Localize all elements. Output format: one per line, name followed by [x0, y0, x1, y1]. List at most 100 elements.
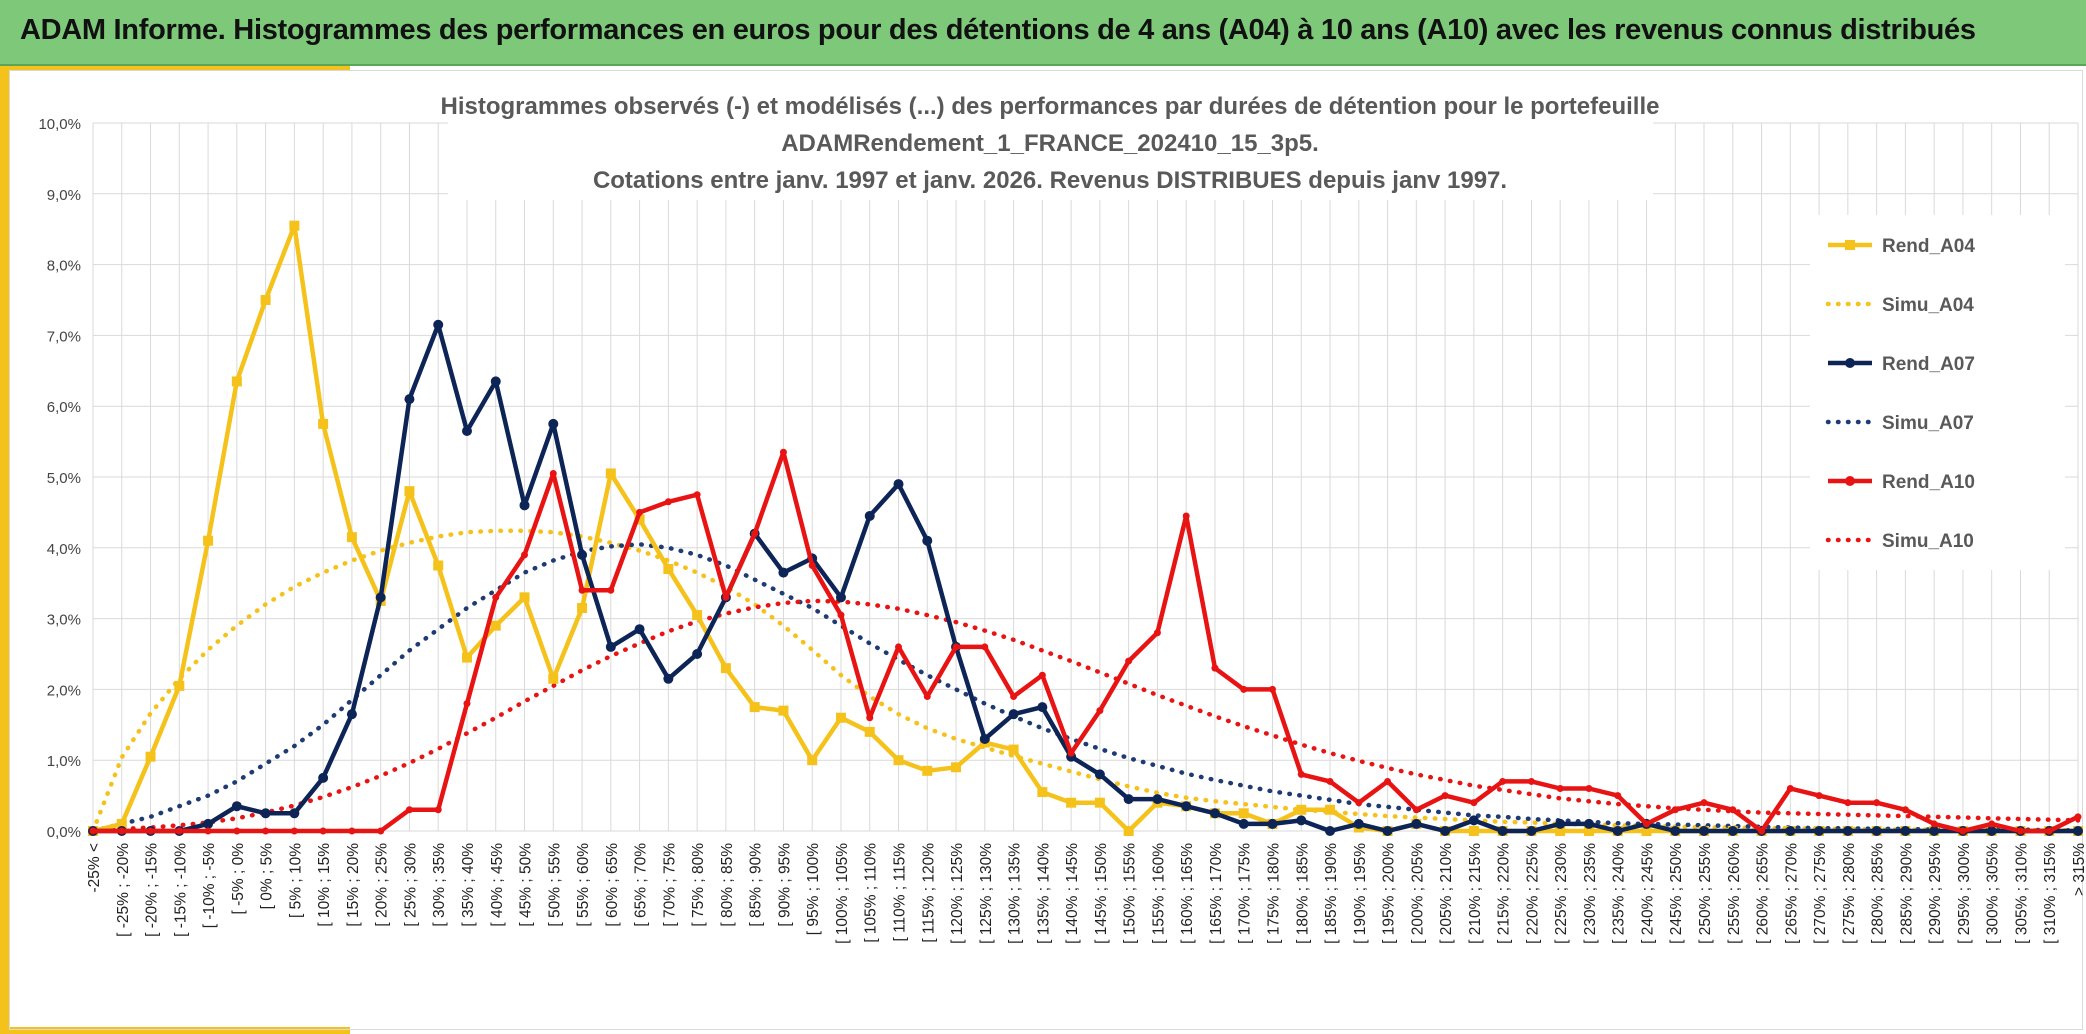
data-point [1468, 826, 1479, 836]
data-point [1758, 827, 1766, 835]
data-point [1094, 797, 1105, 808]
x-tick-label: [ 165% ; 170% [1208, 843, 1225, 944]
data-point [375, 592, 386, 603]
data-point [1556, 785, 1564, 793]
x-tick-label: [ 195% ; 200% [1381, 843, 1398, 944]
data-point [1583, 818, 1594, 829]
data-point [1959, 827, 1967, 835]
legend-marker [1845, 476, 1855, 486]
data-point [835, 712, 846, 723]
data-point [808, 562, 816, 569]
y-tick-label: 9,0% [47, 187, 81, 204]
data-point [837, 611, 845, 619]
data-point [1296, 804, 1307, 815]
x-tick-label: [ -5% ; 0% [230, 843, 247, 915]
x-tick-label: [ 295% ; 300% [1956, 843, 1973, 944]
y-tick-label: 4,0% [47, 541, 81, 558]
data-point [175, 827, 183, 835]
data-point [922, 765, 933, 776]
x-tick-label: [ 70% ; 75% [661, 843, 678, 927]
data-point [174, 680, 185, 691]
chart-frame [9, 70, 2083, 1030]
y-tick-label: 10,0% [38, 116, 81, 133]
series-Rend_A10 [89, 448, 2082, 835]
data-point [260, 808, 271, 819]
x-tick-label: [ 55% ; 60% [575, 843, 592, 927]
data-point [1325, 804, 1336, 815]
data-point [605, 468, 616, 479]
data-point [405, 806, 413, 814]
data-point [981, 643, 989, 651]
data-point [605, 641, 616, 652]
data-point [289, 220, 300, 231]
x-tick-label: [ 115% ; 120% [920, 843, 937, 943]
legend-item-Simu_A07: Simu_A07 [1825, 413, 1974, 434]
x-tick-label: [ 100% ; 105% [834, 843, 851, 944]
x-tick-label: [ 105% ; 110% [863, 843, 880, 943]
data-point [577, 549, 588, 560]
data-point [404, 486, 415, 497]
x-tick-label: [ 285% ; 290% [1898, 843, 1915, 944]
data-point [1642, 820, 1650, 828]
x-tick-label: [ 260% ; 265% [1755, 843, 1772, 944]
x-tick-label: [ 200% ; 205% [1409, 843, 1426, 944]
data-point [1038, 671, 1046, 679]
data-point [1844, 799, 1852, 807]
y-tick-label: 1,0% [47, 753, 81, 770]
data-point [1096, 707, 1104, 715]
data-point [346, 532, 357, 543]
legend-marker [1845, 240, 1855, 250]
data-point [1297, 770, 1305, 778]
x-tick-label: [ 235% ; 240% [1611, 843, 1628, 944]
x-tick-label: -25% < [86, 843, 103, 893]
data-point [204, 827, 212, 835]
x-tick-label: [ 125% ; 130% [978, 843, 995, 944]
data-point [1901, 806, 1909, 814]
legend-item-Rend_A10: Rend_A10 [1828, 472, 1975, 493]
data-point [779, 448, 787, 456]
x-tick-label: [ 0% ; 5% [259, 843, 276, 910]
data-point [1729, 806, 1737, 814]
data-point [1296, 815, 1307, 826]
x-tick-label: [ 150% ; 155% [1122, 843, 1139, 944]
data-point [1499, 777, 1507, 785]
data-point [1153, 629, 1161, 637]
data-point [118, 827, 126, 835]
data-point [434, 806, 442, 814]
data-point [1267, 818, 1278, 829]
x-tick-label: [ 20% ; 25% [374, 843, 391, 927]
data-point [377, 827, 385, 835]
x-tick-label: [ 255% ; 260% [1726, 843, 1743, 944]
x-tick-label: [ 25% ; 30% [402, 843, 419, 927]
data-point [89, 827, 97, 835]
data-point [1211, 664, 1219, 672]
data-point [951, 762, 962, 773]
legend-label: Rend_A10 [1882, 472, 1975, 493]
data-point [1614, 792, 1622, 800]
x-tick-label: [ 270% ; 275% [1812, 843, 1829, 944]
data-point [492, 593, 500, 601]
data-point [749, 702, 760, 713]
x-tick-label: [ 225% ; 230% [1553, 843, 1570, 944]
data-point [1929, 826, 1940, 836]
data-point [1123, 794, 1134, 805]
legend-background [1810, 215, 2065, 570]
data-point [461, 652, 472, 663]
x-tick-label: [ 90% ; 95% [776, 843, 793, 927]
legend-label: Simu_A10 [1882, 531, 1974, 552]
data-point [521, 551, 529, 559]
data-point [203, 818, 214, 829]
data-point [720, 663, 731, 674]
data-point [1125, 657, 1133, 665]
chart-title-line: Histogrammes observés (-) et modélisés (… [441, 93, 1660, 120]
x-tick-label: [ 205% ; 210% [1438, 843, 1455, 944]
data-point [979, 733, 990, 744]
series-Simu_A04 [90, 528, 2081, 834]
data-point [519, 592, 530, 603]
data-point [1612, 826, 1623, 836]
x-tick-label: [ 140% ; 145% [1064, 843, 1081, 944]
y-tick-label: 5,0% [47, 470, 81, 487]
data-point [318, 772, 329, 783]
x-tick-label: [ 95% ; 100% [805, 843, 822, 935]
x-tick-label: [ 60% ; 65% [604, 843, 621, 927]
